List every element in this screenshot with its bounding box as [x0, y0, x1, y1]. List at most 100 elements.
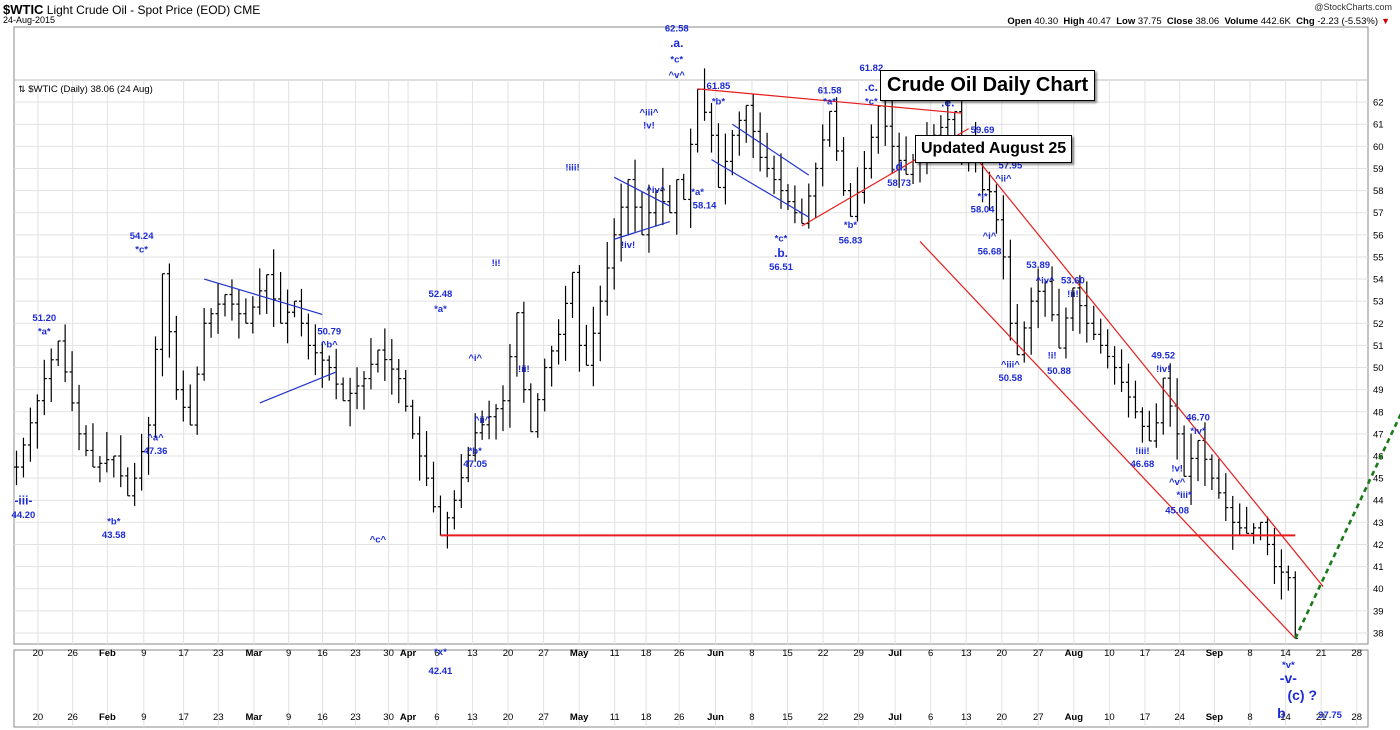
x-tick-label-lower: 8: [1247, 712, 1252, 723]
ohlc-bar: [743, 104, 749, 143]
ohlc-bar: [639, 192, 645, 236]
ohlc-bar: [76, 384, 82, 451]
ohlc-bar: [1258, 521, 1264, 541]
x-tick-label: 6: [434, 648, 439, 659]
blue-trendline: [711, 159, 810, 218]
ohlc-bar: [709, 102, 714, 153]
ohlc-bar: [1007, 239, 1013, 341]
ohlc-bar: [285, 289, 291, 344]
wave-label: *a*: [823, 96, 836, 107]
wave-label: -iii-: [14, 494, 32, 508]
y-tick-label: 52: [1373, 319, 1384, 330]
x-tick-label-lower: Feb: [99, 712, 116, 723]
wave-label: ^v^: [669, 70, 686, 81]
x-tick-label-lower: Apr: [400, 712, 417, 723]
y-tick-label: 62: [1373, 98, 1384, 109]
y-tick-label: 58: [1373, 186, 1384, 197]
blue-trendline: [732, 123, 810, 176]
wave-label: *i*: [978, 191, 988, 202]
ohlc-bar: [396, 359, 402, 404]
ohlc-bar: [1223, 473, 1229, 522]
wave-label: ^iv^: [646, 185, 665, 196]
x-tick-label: 17: [1140, 648, 1151, 659]
blue-trendline: [203, 278, 323, 316]
x-tick-label-lower: Aug: [1065, 712, 1084, 723]
ohlc-bar: [861, 150, 867, 204]
updated-box: Updated August 25: [915, 135, 1073, 163]
ohlc-bar: [1230, 495, 1236, 550]
ohlc-bar: [229, 279, 235, 321]
ohlc-bar: [340, 377, 346, 402]
ohlc-bar: [97, 456, 103, 483]
x-tick-label-lower: 8: [749, 712, 754, 723]
ohlc-bar: [1098, 318, 1104, 354]
ohlc-bar: [556, 319, 562, 365]
x-tick-label-lower: 18: [641, 712, 652, 723]
wave-label: 58.14: [693, 200, 717, 211]
x-tick-label-lower: Jul: [888, 712, 902, 723]
x-tick-label-lower: 22: [818, 712, 829, 723]
ohlc-bar: [1209, 454, 1215, 491]
ohlc-bar: [319, 341, 325, 388]
wave-label: !iv!: [621, 240, 635, 251]
ohlc-bar: [570, 271, 575, 319]
ohlc-bar: [278, 271, 284, 324]
wave-label: *c*: [865, 96, 878, 107]
ohlc-bar: [403, 370, 409, 412]
ohlc-bar: [118, 435, 124, 488]
ohlc-bar: [653, 189, 659, 227]
ohlc-bar: [1237, 503, 1243, 536]
ohlc-bar: [125, 467, 131, 497]
ohlc-bar: [500, 385, 506, 432]
x-tick-label: Jul: [888, 648, 902, 659]
x-tick-label-lower: 17: [178, 712, 189, 723]
chart-date: 24-Aug-2015: [3, 15, 56, 25]
ohlc-bar: [750, 93, 756, 158]
ohlc-bar: [354, 367, 360, 410]
x-tick-label-lower: 20: [503, 712, 514, 723]
ohlc-bar: [1153, 403, 1159, 448]
wave-label: *iv*: [1190, 426, 1206, 437]
ohlc-bar: [139, 433, 145, 491]
wave-label: *c*: [670, 54, 683, 65]
x-tick-label: 24: [1174, 648, 1185, 659]
ohlc-bar: [993, 184, 999, 234]
wave-label: 47.05: [463, 459, 487, 470]
wave-label: *b*: [712, 96, 726, 107]
y-tick-label: 48: [1373, 407, 1384, 418]
ohlc-bar: [305, 313, 311, 360]
y-tick-label: 38: [1373, 628, 1384, 639]
wave-label: !i!: [1048, 351, 1057, 362]
x-tick-label-lower: 23: [213, 712, 224, 723]
ohlc-bar: [493, 404, 499, 440]
ohlc-bar: [1126, 363, 1131, 418]
x-tick-label-lower: 9: [141, 712, 146, 723]
wave-label: 56.83: [839, 236, 863, 247]
ohlc-bar: [146, 416, 152, 475]
ohlc-bar: [298, 288, 304, 337]
x-tick-label: 23: [213, 648, 224, 659]
ohlc-bar: [722, 133, 728, 205]
wave-label: 47.36: [144, 446, 168, 457]
ohlc-bar: [549, 345, 555, 387]
panel-legend-icon: ⇅: [18, 84, 26, 94]
ohlc-bar: [841, 137, 847, 196]
x-tick-label-lower: 11: [610, 712, 620, 723]
y-tick-label: 43: [1373, 518, 1384, 529]
ohlc-bar: [1167, 363, 1173, 427]
wave-label: 45.08: [1165, 506, 1189, 517]
wave-label: ^b^: [321, 340, 338, 351]
ohlc-bar: [1014, 304, 1020, 356]
ohlc-bar: [590, 306, 596, 387]
wave-label: .b.: [774, 246, 788, 260]
ohlc-bar: [1077, 275, 1083, 334]
x-tick-label: 29: [853, 648, 864, 659]
wave-label: ^i^: [468, 353, 482, 364]
x-tick-label: 18: [641, 648, 652, 659]
panel-label-text: $WTIC (Daily) 38.06 (24 Aug): [28, 84, 153, 95]
ohlc-bar: [1271, 527, 1277, 584]
ohlc-bar: [868, 124, 874, 179]
ohlc-bar: [180, 370, 186, 422]
ohlc-bar: [27, 407, 33, 462]
